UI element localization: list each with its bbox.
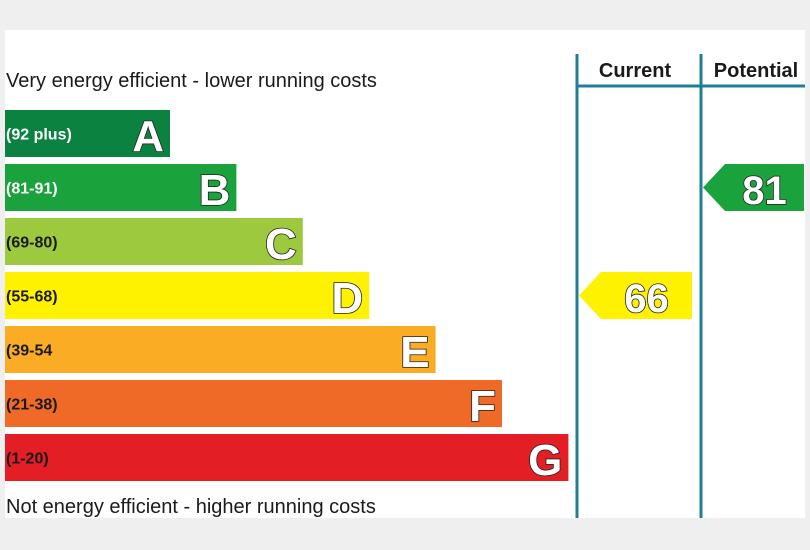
band-bar-f	[5, 380, 502, 427]
band-bar-b	[5, 164, 237, 211]
potential-rating-marker: 81	[703, 164, 804, 214]
current-rating-marker: 66	[579, 272, 692, 322]
band-range-c: (69-80)	[6, 235, 58, 252]
band-b: (81-91) B	[5, 164, 237, 216]
band-range-b: (81-91)	[6, 181, 58, 198]
current-column-header: Current	[599, 60, 672, 82]
rating-markers: 66 81	[579, 164, 804, 322]
bottom-caption: Not energy efficient - higher running co…	[6, 496, 376, 518]
band-bar-g	[5, 434, 569, 481]
current-rating-arrow	[579, 272, 692, 319]
band-g: (1-20) G	[5, 434, 569, 486]
band-bar-c	[5, 218, 303, 265]
band-d: (55-68) D	[5, 272, 370, 324]
current-rating-value: 66	[624, 277, 669, 321]
band-letter-e: E	[400, 328, 429, 377]
band-bar-d	[5, 272, 370, 319]
band-range-e: (39-54	[6, 343, 52, 360]
band-letter-f: F	[469, 382, 496, 431]
band-letter-b: B	[199, 166, 231, 215]
band-range-f: (21-38)	[6, 397, 58, 414]
band-range-g: (1-20)	[6, 451, 49, 468]
potential-rating-arrow	[703, 164, 804, 211]
band-range-d: (55-68)	[6, 289, 58, 306]
band-letter-c: C	[265, 220, 297, 269]
band-bar-e	[5, 326, 436, 373]
band-letter-a: A	[132, 112, 164, 161]
potential-column-header: Potential	[714, 60, 798, 82]
band-e: (39-54 E	[5, 326, 436, 378]
potential-rating-value: 81	[742, 169, 787, 213]
band-f: (21-38) F	[5, 380, 502, 432]
column-dividers	[575, 54, 805, 518]
band-letter-g: G	[528, 436, 562, 485]
band-range-a: (92 plus)	[6, 127, 72, 144]
rating-bands: (92 plus) A(81-91) B(69-80) C(55-68) D(39-54…	[5, 110, 569, 486]
top-caption: Very energy efficient - lower running co…	[6, 70, 377, 92]
band-letter-d: D	[331, 274, 363, 323]
band-a: (92 plus) A	[5, 110, 170, 162]
band-bar-a	[5, 110, 170, 157]
band-c: (69-80) C	[5, 218, 303, 270]
